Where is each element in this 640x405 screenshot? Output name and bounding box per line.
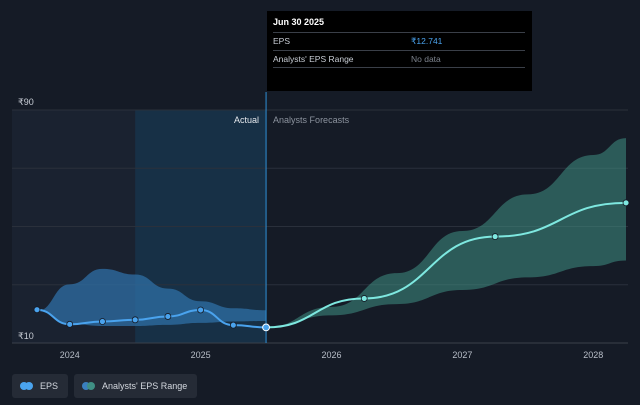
series-point: [131, 316, 139, 324]
series-point: [360, 295, 368, 302]
tooltip-range-value: No data: [411, 54, 441, 64]
tooltip-row-range: Analysts' EPS Range No data: [273, 51, 525, 68]
series-points: [33, 199, 630, 332]
legend-range-label: Analysts' EPS Range: [102, 381, 188, 391]
series-point: [197, 306, 205, 314]
legend-eps-label: EPS: [40, 381, 59, 391]
series-point: [33, 306, 41, 314]
x-tick-label: 2028: [583, 350, 603, 360]
tooltip-row-eps: EPS ₹12.741: [273, 33, 525, 51]
tooltip: Jun 30 2025 EPS ₹12.741 Analysts' EPS Ra…: [267, 11, 532, 91]
tooltip-range-label: Analysts' EPS Range: [273, 54, 354, 64]
x-tick-label: 2027: [452, 350, 472, 360]
legend-eps-dot-icon: [20, 382, 34, 390]
actual-label: Actual: [234, 115, 259, 125]
tooltip-eps-label: EPS: [273, 36, 291, 46]
legend: EPS Analysts' EPS Range: [12, 374, 198, 398]
legend-item-eps[interactable]: EPS: [12, 374, 69, 398]
series-point: [164, 313, 172, 320]
series-point: [66, 320, 74, 328]
eps-chart: ₹90 ₹10 2024 2025 2026 2027 2028 Actual Analy…: [12, 92, 630, 360]
x-tick-label: 2024: [60, 350, 80, 360]
x-axis-labels: 2024 2025 2026 2027 2028: [60, 350, 604, 360]
series-line-0: [36, 308, 267, 329]
tooltip-date: Jun 30 2025: [273, 17, 525, 33]
legend-item-eps-range[interactable]: Analysts' EPS Range: [74, 374, 198, 398]
x-tick-label: 2025: [191, 350, 211, 360]
series-point: [229, 321, 237, 329]
forecast-label: Analysts Forecasts: [273, 115, 350, 125]
series-lines: [36, 201, 627, 329]
range-band-1: [266, 138, 626, 328]
x-tick-label: 2026: [321, 350, 341, 360]
tooltip-eps-value: ₹12.741: [411, 36, 443, 46]
y-tick-label-max: ₹90: [18, 97, 34, 107]
series-point: [262, 323, 270, 332]
y-tick-label-min: ₹10: [18, 331, 34, 341]
y-axis-labels: ₹90 ₹10: [18, 97, 34, 341]
series-point: [622, 199, 630, 207]
legend-range-dot-icon: [82, 382, 96, 390]
series-point: [491, 233, 499, 240]
series-line-1: [266, 201, 627, 329]
series-point: [99, 318, 106, 325]
